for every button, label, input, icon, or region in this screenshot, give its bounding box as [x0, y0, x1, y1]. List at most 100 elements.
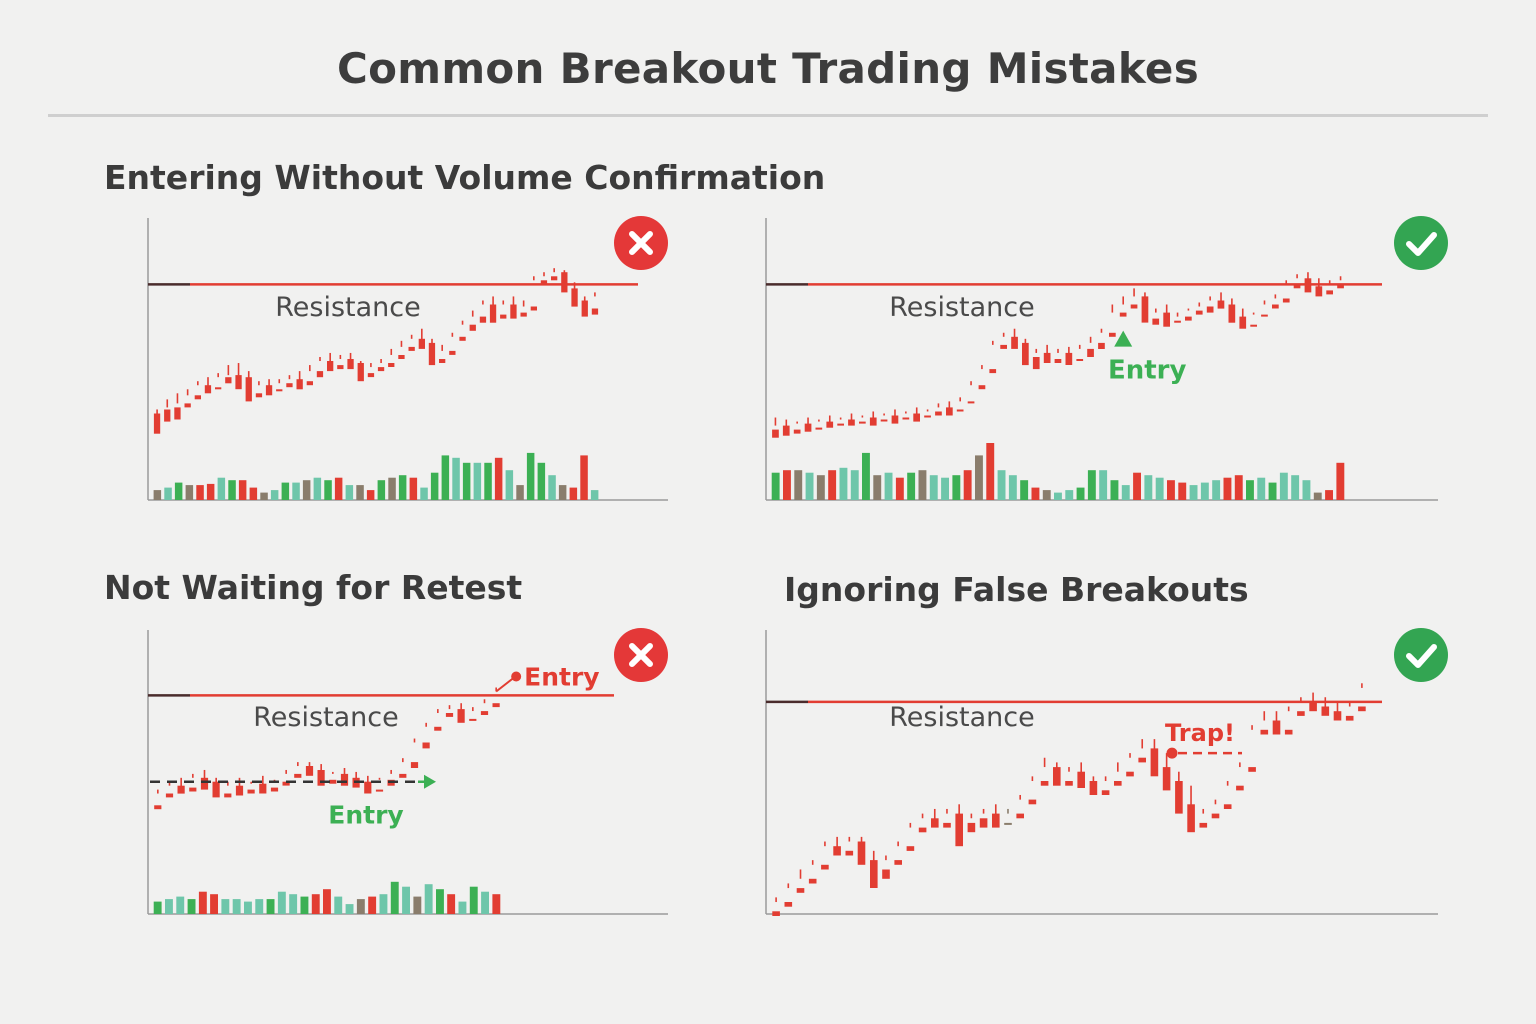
- candle-body: [1089, 781, 1098, 795]
- candle: [439, 344, 446, 363]
- candle: [1087, 336, 1094, 357]
- candle-body: [449, 350, 456, 355]
- candle: [200, 769, 209, 790]
- candle: [826, 415, 834, 428]
- candle: [399, 758, 407, 778]
- candle-body: [1304, 278, 1312, 293]
- volume-bar: [569, 487, 578, 500]
- volume-bar: [313, 477, 322, 500]
- candle-body: [337, 365, 344, 370]
- candle-body: [520, 312, 527, 317]
- candle: [347, 352, 354, 370]
- candle: [1000, 332, 1007, 349]
- volume-bar: [302, 480, 311, 500]
- candle-body: [979, 818, 988, 828]
- candle-body: [489, 304, 497, 323]
- candle: [1076, 344, 1084, 361]
- candle-body: [1028, 799, 1037, 805]
- candle: [1011, 328, 1018, 349]
- volume-bar: [176, 896, 185, 914]
- volume-bar: [255, 899, 264, 914]
- candle: [837, 417, 844, 426]
- candle-body: [165, 793, 174, 798]
- candle: [1109, 304, 1116, 337]
- volume-bar: [153, 490, 162, 500]
- candle: [367, 363, 375, 378]
- candle-body: [821, 864, 829, 870]
- candle-body: [1206, 306, 1214, 313]
- candle-body: [833, 846, 841, 856]
- volume-bar: [462, 462, 471, 500]
- candle: [294, 762, 302, 778]
- candle: [1053, 762, 1061, 786]
- candle: [1077, 762, 1085, 788]
- volume-bar: [873, 475, 882, 500]
- candle: [235, 363, 242, 390]
- candle-body: [428, 342, 436, 366]
- volume-bar: [388, 477, 396, 500]
- candle: [434, 709, 442, 731]
- candle: [1032, 348, 1040, 370]
- volume-bar: [590, 490, 599, 500]
- entry-dot-icon: [511, 671, 522, 682]
- candle-body: [1223, 804, 1232, 809]
- candle: [833, 836, 841, 856]
- candle: [1162, 753, 1171, 791]
- volume-bar: [794, 470, 803, 500]
- candle-body: [1326, 290, 1333, 295]
- candle-body: [551, 276, 558, 281]
- candle: [943, 808, 951, 828]
- candle-body: [388, 363, 395, 367]
- volume-bar: [165, 899, 173, 914]
- candle: [1261, 300, 1268, 317]
- check-mark-icon: [1394, 216, 1448, 270]
- candle: [337, 354, 344, 370]
- candle: [845, 836, 854, 856]
- volume-bar: [828, 470, 837, 500]
- candle-body: [329, 779, 337, 784]
- candle: [808, 860, 817, 884]
- candle-body: [1175, 781, 1183, 814]
- volume-bar: [1042, 490, 1051, 500]
- candle: [540, 272, 548, 285]
- candle-body: [978, 385, 986, 390]
- volume-bar: [1144, 475, 1153, 500]
- candle: [906, 822, 915, 851]
- candle: [1101, 776, 1110, 795]
- volume-bar: [1302, 480, 1311, 500]
- candle: [340, 768, 349, 786]
- candle: [510, 296, 517, 319]
- candle: [848, 413, 855, 426]
- candle-body: [1261, 314, 1268, 317]
- volume-bar: [492, 894, 501, 914]
- candle-body: [906, 846, 915, 851]
- candle-body: [857, 841, 866, 865]
- candle: [992, 804, 1000, 828]
- candle-body: [422, 742, 430, 749]
- candle-body: [154, 805, 162, 810]
- volume-bar: [345, 485, 354, 500]
- candle: [1282, 280, 1290, 303]
- volume-bar: [366, 490, 375, 500]
- candle-body: [882, 869, 890, 879]
- candle-body: [1217, 300, 1225, 309]
- entry-label: Entry: [1108, 356, 1187, 386]
- candle: [882, 855, 890, 879]
- candle-body: [286, 383, 293, 388]
- candle-body: [1000, 344, 1007, 349]
- candle-body: [306, 381, 313, 386]
- candle: [1040, 757, 1049, 786]
- volume-bar: [377, 480, 386, 500]
- candle: [561, 270, 568, 293]
- volume-bar: [884, 472, 893, 500]
- candle-body: [859, 421, 866, 424]
- candle-body: [782, 425, 790, 436]
- candle-body: [1101, 790, 1110, 795]
- candle: [1150, 739, 1159, 777]
- volume-bar: [516, 485, 524, 500]
- candle-body: [1321, 706, 1330, 716]
- chart-volume-right: Resistance Entry: [765, 218, 1438, 501]
- candle-body: [399, 773, 407, 778]
- candle-body: [194, 395, 201, 400]
- candle-body: [1016, 813, 1024, 819]
